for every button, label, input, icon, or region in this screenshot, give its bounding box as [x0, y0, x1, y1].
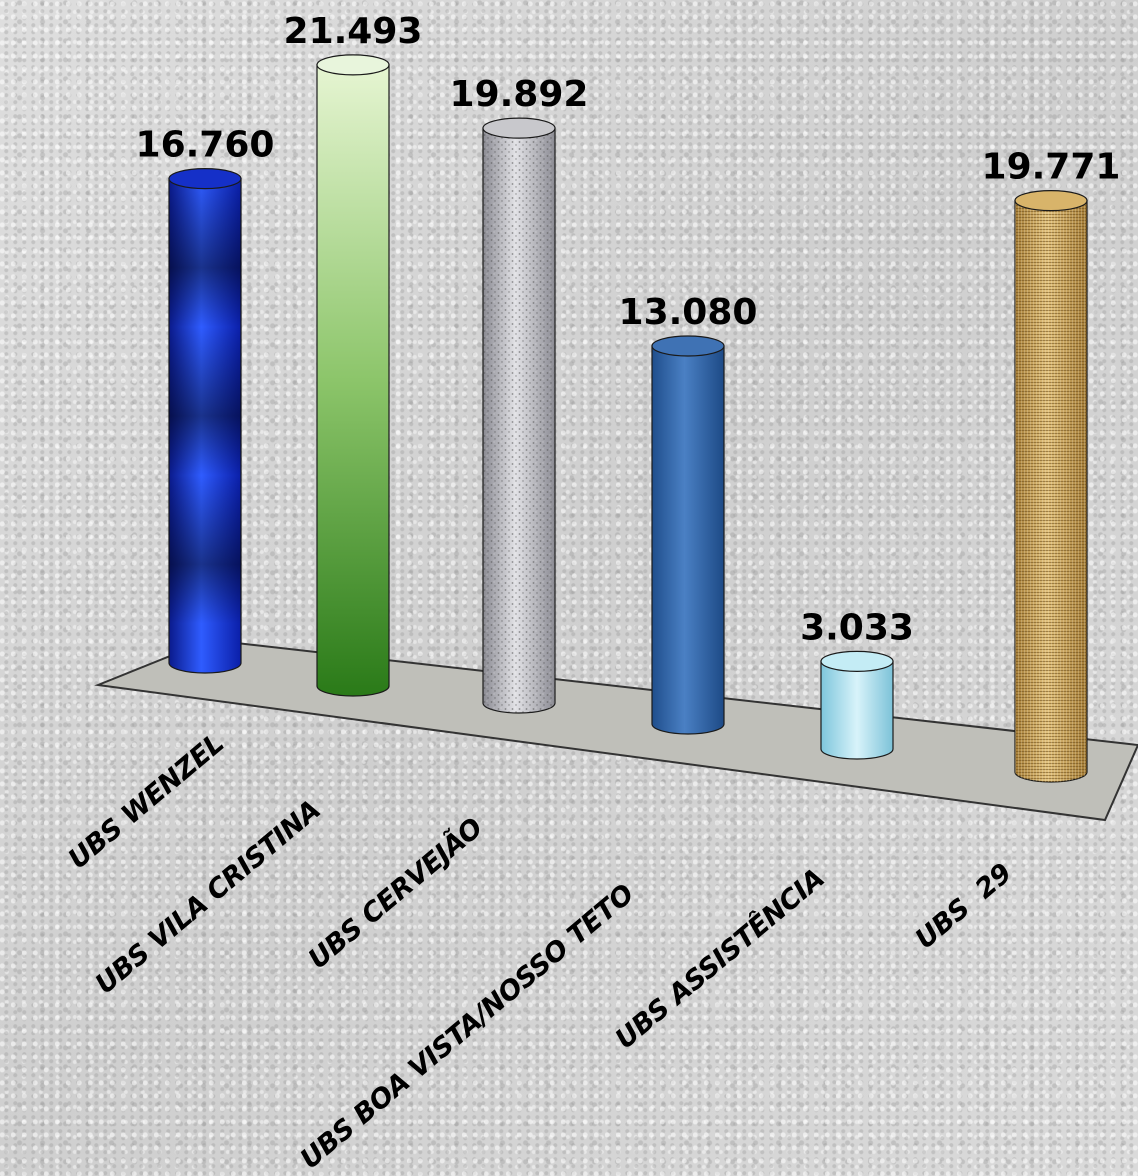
- bar-texture: [1015, 200, 1087, 782]
- bar-top: [820, 650, 894, 672]
- value-label: 19.771: [982, 147, 1121, 188]
- bar-body: [316, 64, 390, 697]
- bar-texture: [483, 128, 555, 713]
- category-label: UBS CERVEJÃO: [302, 811, 489, 975]
- bars: [168, 54, 1088, 783]
- bar-top: [168, 168, 242, 190]
- value-label: 19.892: [450, 74, 589, 115]
- value-label: 3.033: [800, 607, 914, 648]
- bar-cylinder: [820, 650, 894, 760]
- bar-cylinder: [168, 168, 242, 674]
- value-label: 16.760: [136, 125, 275, 166]
- category-label: UBS ASSISTÊNCIA: [609, 862, 831, 1055]
- value-labels: 16.760 21.493 19.892 13.080 3.033 19.771: [136, 11, 1121, 648]
- bar-body: [651, 345, 725, 735]
- bar-texture: [169, 178, 241, 674]
- value-label: 21.493: [284, 11, 423, 52]
- chart-floor: [94, 638, 1138, 822]
- value-label: 13.080: [619, 292, 758, 333]
- bar-cylinder: [316, 54, 390, 697]
- bar-top: [651, 335, 725, 357]
- bar-cylinder: [482, 117, 556, 714]
- bar-body: [820, 660, 894, 760]
- bar-cylinder: [1014, 190, 1088, 783]
- category-label: UBS WENZEL: [63, 728, 230, 875]
- category-label: UBS 29: [910, 858, 1018, 956]
- bar-top: [482, 117, 556, 139]
- bar-top: [1014, 190, 1088, 212]
- bar-top: [316, 54, 390, 76]
- bar-cylinder: [651, 335, 725, 735]
